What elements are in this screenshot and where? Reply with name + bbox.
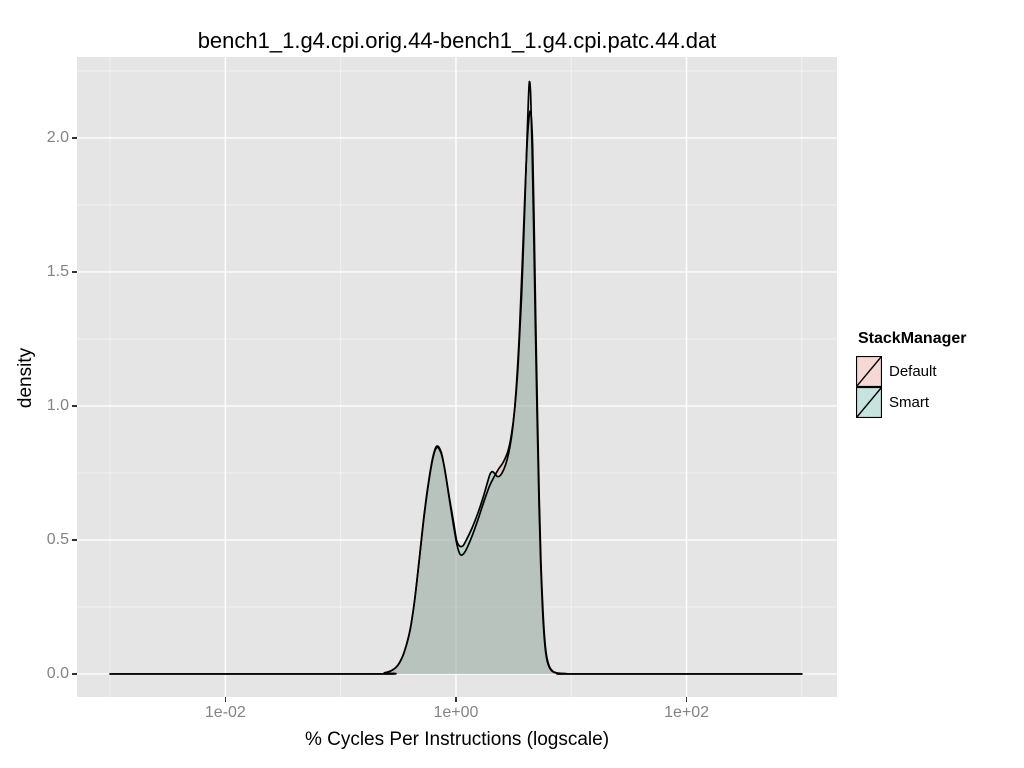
y-axis-title: density bbox=[15, 347, 36, 409]
x-tick-label: 1e+02 bbox=[664, 704, 709, 721]
legend-label: Default bbox=[889, 363, 937, 380]
y-tick-mark bbox=[72, 137, 77, 139]
legend-key-default-swatch bbox=[856, 356, 882, 387]
x-tick-mark bbox=[455, 697, 457, 702]
legend-entry-smart: Smart bbox=[856, 387, 1021, 418]
y-tick-mark bbox=[72, 271, 77, 273]
density-area-smart bbox=[110, 111, 802, 674]
x-tick-mark bbox=[685, 697, 688, 702]
y-tick-label: 0.5 bbox=[46, 530, 69, 548]
density-area-default bbox=[110, 81, 802, 674]
x-tick-label: 1e-02 bbox=[204, 704, 246, 721]
y-tick-label: 0.0 bbox=[46, 664, 69, 682]
density-plot bbox=[77, 57, 837, 697]
legend-title: StackManager bbox=[858, 330, 967, 347]
y-tick-mark bbox=[72, 539, 77, 541]
density-outline-smart bbox=[109, 110, 803, 675]
y-tick-mark bbox=[72, 405, 77, 407]
x-tick-label: 1e+00 bbox=[433, 704, 479, 721]
y-tick-label: 1.0 bbox=[46, 396, 69, 414]
x-tick-mark bbox=[224, 697, 227, 702]
legend-entry-default: Default bbox=[856, 356, 1021, 387]
y-tick-mark bbox=[72, 673, 77, 675]
plot-panel bbox=[77, 57, 837, 697]
y-tick-label: 2.0 bbox=[46, 128, 69, 146]
legend-label: Smart bbox=[889, 394, 930, 411]
y-tick-label: 1.5 bbox=[46, 262, 69, 280]
chart-title: bench1_1.g4.cpi.orig.44-bench1_1.g4.cpi.… bbox=[197, 28, 717, 53]
legend-key-smart-swatch bbox=[856, 387, 882, 418]
legend: StackManager Default Smart bbox=[856, 330, 1021, 418]
x-axis-title: % Cycles Per Instructions (logscale) bbox=[304, 729, 610, 750]
